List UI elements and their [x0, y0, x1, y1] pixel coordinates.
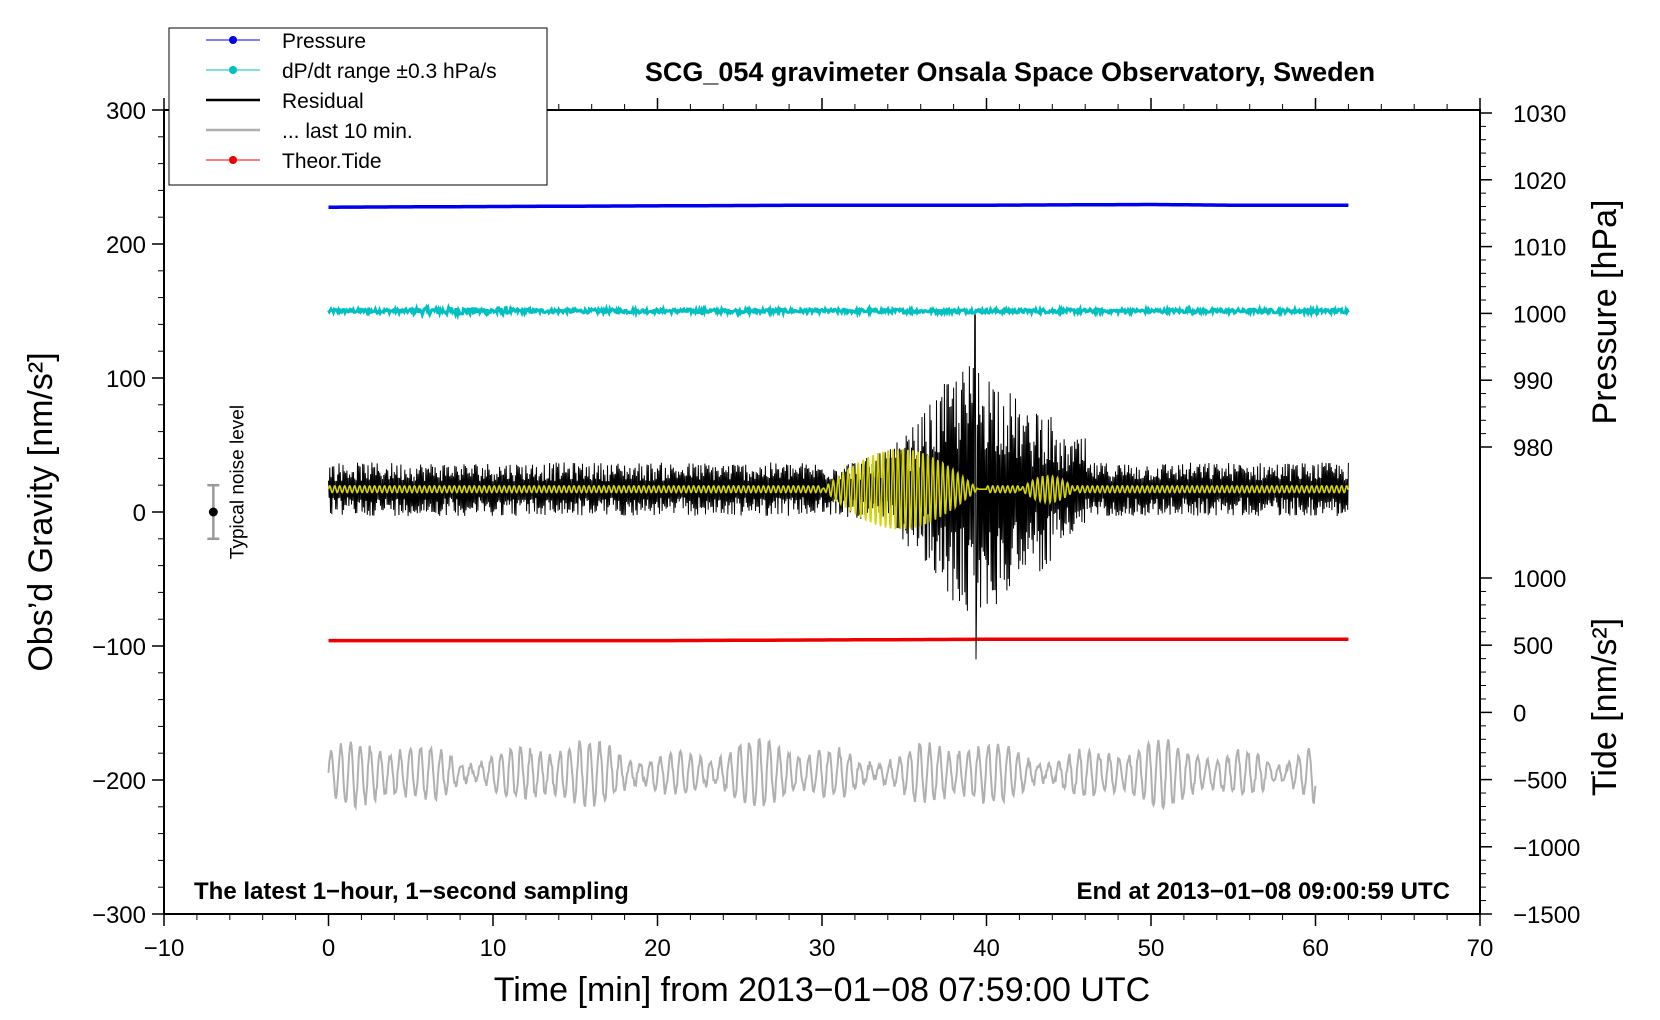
- residual-series-line: [328, 314, 1349, 660]
- x-tick-label: 50: [1138, 935, 1165, 962]
- legend-label: Pressure: [282, 30, 366, 53]
- x-tick-label: 10: [480, 935, 507, 962]
- tide-tick-label: −1500: [1513, 902, 1580, 929]
- legend-label: Residual: [282, 90, 364, 113]
- y-tick-label-left: −200: [92, 768, 146, 795]
- legend-label: Theor.Tide: [282, 150, 382, 173]
- legend-label: ... last 10 min.: [282, 120, 413, 143]
- pressure-tick-label: 1020: [1513, 168, 1566, 195]
- pressure-tick-label: 1030: [1513, 101, 1566, 128]
- x-axis-title: Time [min] from 2013−01−08 07:59:00 UTC: [494, 971, 1150, 1009]
- pressure-series-line: [328, 202, 1349, 209]
- y-tick-label-left: 0: [133, 500, 146, 527]
- plot-frame: [163, 109, 1481, 915]
- legend: Pressure dP/dt range ±0.3 hPa/s Residual..…: [168, 27, 548, 186]
- series-layer: [327, 202, 1350, 811]
- pressure-tick-label: 980: [1513, 435, 1553, 462]
- pressure-tick-label: 1010: [1513, 235, 1566, 262]
- y-tick-label-left: 100: [106, 366, 146, 393]
- noise-label: Typical noise level: [227, 405, 248, 559]
- y-axis-title-left: Obs’d Gravity [nm/s²]: [22, 352, 60, 671]
- y-axis-title-pressure: Pressure [hPa]: [1586, 200, 1624, 425]
- pressure-tick-label: 1000: [1513, 301, 1566, 328]
- x-tick-label: 70: [1467, 935, 1494, 962]
- footer-left-annotation: The latest 1−hour, 1−second sampling: [194, 878, 629, 905]
- x-tick-label: 30: [809, 935, 836, 962]
- tide-series-line: [328, 637, 1349, 643]
- tide-tick-label: 0: [1513, 700, 1526, 727]
- y-tick-label-left: −100: [92, 634, 146, 661]
- noise-point: [208, 507, 218, 517]
- legend-label: dP/dt range ±0.3 hPa/s: [282, 60, 497, 83]
- x-tick-label: 40: [973, 935, 1000, 962]
- noise-level-indicator: Typical noise level: [207, 405, 248, 559]
- y-tick-label-left: 200: [106, 232, 146, 259]
- x-tick-label: 60: [1302, 935, 1329, 962]
- y-tick-label-left: 300: [106, 98, 146, 125]
- filtered-residual-series-line: [327, 449, 1349, 530]
- footer-right-annotation: End at 2013−01−08 09:00:59 UTC: [1076, 878, 1450, 905]
- chart-title: SCG_054 gravimeter Onsala Space Observat…: [645, 57, 1375, 87]
- x-tick-label: 20: [644, 935, 671, 962]
- legend-swatch-marker: [229, 156, 237, 164]
- tide-tick-label: −500: [1513, 768, 1567, 795]
- x-tick-label: −10: [144, 935, 185, 962]
- y-tick-label-left: −300: [92, 902, 146, 929]
- legend-swatch-marker: [229, 66, 237, 74]
- pressure-tick-label: 990: [1513, 368, 1553, 395]
- tide-tick-label: −1000: [1513, 835, 1580, 862]
- legend-swatch-marker: [229, 36, 237, 44]
- x-tick-label: 0: [322, 935, 335, 962]
- tide-tick-label: 500: [1513, 633, 1553, 660]
- dpdt-series-line: [327, 302, 1350, 321]
- last-10-min-series-line: [327, 737, 1317, 811]
- tide-tick-label: 1000: [1513, 566, 1566, 593]
- y-axis-title-tide: Tide [nm/s²]: [1586, 618, 1624, 796]
- axes-layer: −10 0 10 20 30 40 50 60 703002001000−100−200−300…: [92, 98, 1580, 962]
